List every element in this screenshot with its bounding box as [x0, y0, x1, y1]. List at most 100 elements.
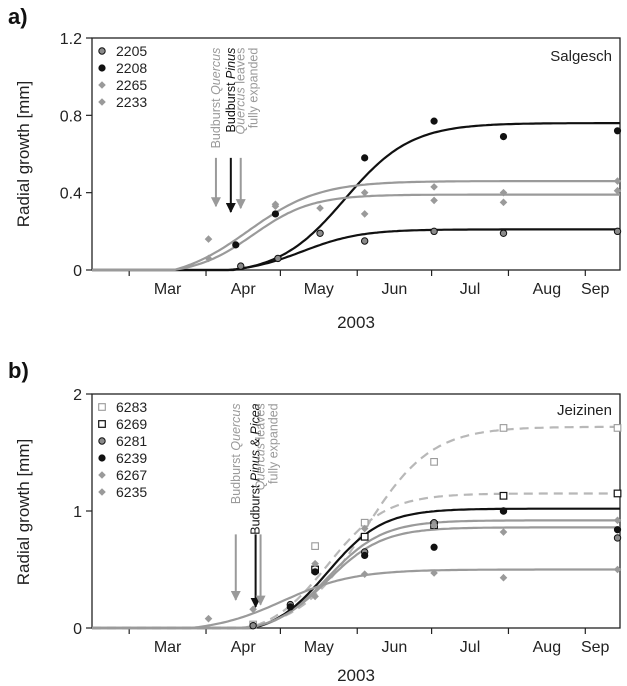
data-points-b [204, 424, 622, 630]
legend-marker-6281 [98, 437, 106, 445]
legend-marker-2208 [98, 64, 106, 72]
y-tick-label: 0 [73, 263, 82, 280]
y-tick-label: 1.2 [60, 31, 82, 48]
legend-label-6269: 6269 [116, 416, 147, 432]
legend-label-2265: 2265 [116, 77, 147, 93]
x-tick-label: Apr [231, 281, 257, 298]
fit-curve-6235 [92, 526, 620, 630]
data-point-6267 [613, 565, 622, 574]
data-point-2208 [430, 117, 438, 125]
annotation-budburst-pinus: Budburst Pinus [224, 48, 238, 133]
fit-curves-a [92, 122, 620, 272]
data-point-2205 [274, 254, 282, 263]
data-point-2205 [237, 262, 245, 270]
data-point-6235 [499, 528, 508, 536]
data-point-6281 [249, 621, 257, 630]
site-label-b: Jeizinen [557, 402, 612, 419]
data-point-6239 [361, 551, 369, 560]
x-tick-label: Mar [154, 639, 182, 656]
fit-curves-b [92, 425, 620, 630]
data-point-2205 [316, 229, 324, 237]
plot-frame-b [91, 393, 621, 629]
data-point-2233 [204, 235, 213, 243]
data-point-6235 [360, 524, 369, 533]
data-point-6235 [613, 516, 622, 525]
plot-frame-a [91, 37, 621, 271]
legend-label-2205: 2205 [116, 43, 147, 59]
legend-label-6239: 6239 [116, 450, 147, 466]
y-tick-label: 0.8 [60, 108, 82, 125]
y-tick-label: 0.4 [60, 186, 82, 203]
data-point-2205 [360, 237, 369, 245]
panel-label-a: a) [8, 4, 28, 29]
fit-curve-6267 [92, 568, 620, 630]
data-point-6283 [499, 424, 508, 432]
data-point-6281 [613, 534, 622, 542]
data-point-6239 [499, 507, 508, 515]
data-point-6267 [430, 569, 438, 577]
legend-label-2208: 2208 [116, 60, 147, 76]
legend-marker-6267 [98, 471, 106, 479]
data-point-6239 [613, 526, 622, 534]
data-point-2265 [204, 254, 213, 263]
data-point-6283 [613, 424, 622, 432]
legend-marker-2233 [98, 98, 106, 106]
x-tick-label: May [304, 281, 334, 298]
data-point-2233 [613, 177, 622, 185]
panel-label-b: b) [8, 358, 29, 383]
x-tick-label: Jun [382, 639, 408, 656]
x-tick-label: Sep [581, 639, 610, 656]
data-point-6239 [430, 543, 438, 551]
legend-marker-2265 [98, 81, 106, 89]
data-point-2208 [232, 241, 240, 249]
panel-a: a) Radial growth [mm] 2003 Salgesch 0 0.4… [8, 4, 622, 332]
data-point-2205 [430, 227, 438, 236]
data-point-6235 [430, 521, 438, 529]
x-tick-label: Apr [231, 639, 257, 656]
x-tick-label: Sep [581, 281, 610, 298]
data-point-6269 [613, 489, 622, 498]
legend-marker-2205 [98, 47, 106, 55]
data-point-2265 [613, 186, 622, 195]
legend-label-6283: 6283 [116, 399, 147, 415]
data-point-2265 [360, 210, 369, 218]
data-point-2233 [430, 183, 438, 191]
fit-curve-2233 [92, 180, 620, 272]
annotation-quercus-leaves: Quercus leaves [234, 48, 248, 135]
fit-curve-6281 [92, 519, 620, 630]
legend-label-2233: 2233 [116, 94, 147, 110]
data-point-2208 [499, 133, 508, 141]
data-point-6283 [311, 542, 319, 550]
y-axis-title-b: Radial growth [mm] [14, 439, 33, 585]
data-point-2265 [316, 204, 324, 212]
fit-curve-2205 [92, 228, 620, 272]
x-tick-label: Aug [533, 281, 561, 298]
x-tick-label: Aug [533, 639, 561, 656]
y-axis-title-a: Radial growth [mm] [14, 81, 33, 227]
legend-marker-6269 [98, 420, 106, 428]
x-axis-title-b: 2003 [337, 666, 375, 685]
data-point-6267 [204, 614, 213, 623]
data-points-a [204, 117, 622, 270]
x-tick-label: Jul [460, 639, 480, 656]
legend-label-6281: 6281 [116, 433, 147, 449]
data-point-6235 [311, 559, 319, 568]
data-point-2208 [613, 127, 622, 135]
y-tick-label: 1 [73, 504, 82, 521]
legend-label-6267: 6267 [116, 467, 147, 483]
data-point-2233 [271, 200, 280, 209]
annotation-quercus-leaves-line2: fully expanded [267, 403, 281, 484]
annotations-b: Budburst Quercus Budburst Pinus & PiceaQu… [229, 403, 281, 608]
data-point-6239 [311, 568, 319, 576]
data-point-2233 [499, 188, 508, 197]
annotation-quercus-leaves-line2: fully expanded [247, 48, 261, 129]
legend-label-6235: 6235 [116, 484, 147, 500]
data-point-6267 [360, 570, 369, 578]
data-point-6267 [499, 573, 508, 582]
x-axis-title-a: 2003 [337, 313, 375, 332]
panel-b: b) Radial growth [mm] 2003 Jeizinen 0 1 2 M… [8, 358, 622, 685]
